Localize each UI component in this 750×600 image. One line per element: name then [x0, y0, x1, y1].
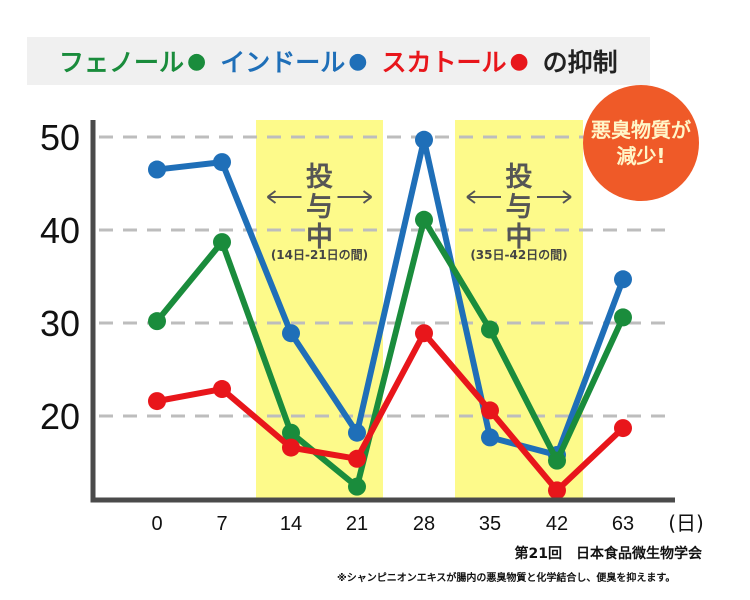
legend-item-phenol: フェノール ● — [59, 43, 206, 79]
series-line-1 — [154, 216, 626, 490]
data-point — [282, 423, 300, 442]
x-tick-label: 21 — [346, 513, 368, 535]
legend-dot-skatole-icon: ● — [509, 48, 529, 74]
y-tick-label-20: 20 — [40, 396, 80, 437]
footnote-text: ※シャンピニオンエキスが腸内の悪臭物質と化学結合し、便臭を抑えます。 — [337, 573, 676, 584]
data-point — [282, 324, 300, 343]
band-range-label: (14日-21日の間) — [271, 248, 368, 262]
x-tick-label: 42 — [546, 513, 568, 535]
data-point — [415, 210, 433, 229]
x-tick-label: 14 — [280, 513, 302, 535]
band-label-char: 中 — [506, 222, 533, 253]
badge-line2: 減少! — [616, 144, 666, 168]
x-tick-label: 28 — [413, 513, 435, 535]
y-tick-label-50: 50 — [40, 117, 80, 158]
legend-dot-phenol-icon: ● — [187, 48, 207, 74]
data-point — [415, 130, 433, 149]
band-label-char: 与 — [306, 192, 333, 223]
data-point — [348, 477, 366, 496]
callout-badge: 悪臭物質が 減少! — [583, 85, 699, 201]
data-point — [481, 401, 499, 420]
data-point — [282, 438, 300, 457]
x-tick-label: 35 — [479, 513, 501, 535]
data-point — [614, 270, 632, 289]
data-point — [548, 481, 566, 500]
y-tick-label-40: 40 — [40, 210, 80, 251]
left-arrow-icon — [466, 190, 501, 204]
band-label-char: 投 — [306, 162, 333, 193]
y-tick-label-30: 30 — [40, 303, 80, 344]
right-arrow-icon — [337, 190, 373, 204]
x-tick-label: 0 — [151, 513, 162, 535]
legend: フェノール ● インドール ● スカトール ● の抑制 — [27, 37, 650, 85]
data-point — [348, 423, 366, 442]
x-unit-label: (日) — [668, 511, 704, 535]
band-range-label: (35日-42日の間) — [470, 248, 567, 262]
data-point — [415, 324, 433, 343]
data-point — [213, 153, 231, 172]
data-point — [548, 451, 566, 470]
x-tick-label: 63 — [612, 513, 634, 535]
right-arrow-icon — [537, 190, 572, 204]
data-point — [348, 449, 366, 468]
data-point — [614, 308, 632, 327]
badge-line1: 悪臭物質が — [591, 118, 691, 142]
data-point — [148, 160, 166, 179]
band-label-char: 与 — [506, 192, 533, 223]
legend-suffix: の抑制 — [542, 48, 618, 77]
series-line-2 — [156, 330, 626, 494]
legend-item-skatole: スカトール ● — [381, 43, 528, 79]
legend-label-indole: インドール — [220, 48, 346, 77]
band-label-char: 中 — [306, 222, 333, 253]
data-point — [213, 233, 231, 252]
data-point — [148, 392, 166, 411]
data-point — [148, 312, 166, 331]
source-text: 第21回 日本食品微生物学会 — [514, 546, 702, 562]
data-point — [481, 428, 499, 447]
axes — [90, 120, 675, 503]
legend-label-phenol: フェノール — [59, 48, 185, 77]
left-arrow-icon — [266, 190, 302, 204]
data-point — [213, 380, 231, 399]
data-point — [614, 419, 632, 438]
band-label-char: 投 — [506, 162, 533, 193]
data-point — [481, 320, 499, 339]
legend-item-indole: インドール ● — [220, 43, 367, 79]
legend-dot-indole-icon: ● — [348, 48, 368, 74]
legend-label-skatole: スカトール — [381, 48, 507, 77]
series-line-0 — [156, 136, 626, 459]
x-tick-label: 7 — [216, 513, 227, 535]
